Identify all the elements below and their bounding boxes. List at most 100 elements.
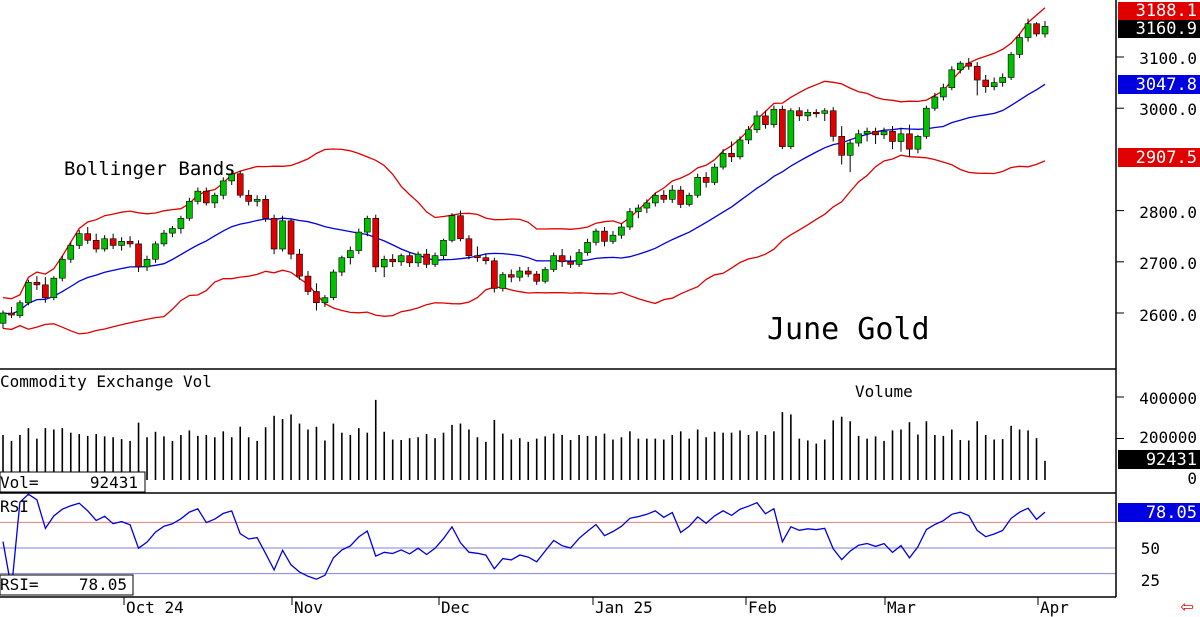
candle-body xyxy=(491,260,498,289)
rsi-line xyxy=(0,493,1116,590)
candle-body xyxy=(355,231,363,251)
candle-body xyxy=(143,258,151,268)
price-axis-labels: 2600.0 2700.0 2800.0 3000.0 3100.0 xyxy=(1139,49,1197,325)
candle-body xyxy=(363,217,371,233)
candle-body xyxy=(821,110,829,114)
volume-series-label: Volume xyxy=(855,382,913,401)
volume-readout-box xyxy=(0,471,146,493)
candle-body xyxy=(889,130,896,142)
candle-body xyxy=(770,108,778,125)
upper-band xyxy=(2,7,1046,300)
candle-body xyxy=(558,255,566,263)
candle-body xyxy=(533,273,541,282)
volume-panel-title: Commodity Exchange Vol xyxy=(0,372,212,391)
scroll-left-arrow-icon[interactable]: ⇦ xyxy=(1180,597,1194,616)
bollinger-bands-label: Bollinger Bands xyxy=(64,158,236,180)
volume-last-tag xyxy=(1118,450,1200,469)
x-tick-label: Oct 24 xyxy=(126,598,184,617)
candle-body xyxy=(601,230,608,242)
chart-title: June Gold xyxy=(767,312,930,347)
candle-body xyxy=(719,152,727,168)
candle-body xyxy=(829,110,837,137)
candle-body xyxy=(838,136,845,156)
candle-body xyxy=(745,129,752,141)
x-axis-labels: Oct 24 Nov Dec Jan 25 Feb Mar Apr xyxy=(126,598,1069,617)
candle-body xyxy=(296,253,303,277)
candle-body xyxy=(338,257,346,273)
candle-body xyxy=(135,243,142,268)
candle-body xyxy=(448,215,456,241)
candle-body xyxy=(219,180,227,196)
candle-body xyxy=(465,238,473,256)
candle-body xyxy=(677,189,685,205)
candle-body xyxy=(567,261,574,265)
candle-body xyxy=(668,189,676,200)
candle-body xyxy=(507,274,515,278)
candle-body xyxy=(499,274,507,289)
close-value: 3160.9 xyxy=(1136,19,1197,39)
rsi-readout-box xyxy=(0,574,134,596)
candle-body xyxy=(347,250,354,259)
candle-body xyxy=(118,241,125,246)
price-tick-label: 3000.0 xyxy=(1139,100,1197,119)
candle-body xyxy=(965,62,973,67)
candle-body xyxy=(592,230,600,243)
candle-body xyxy=(855,133,862,144)
candle-body xyxy=(796,110,803,117)
candle-body xyxy=(940,87,947,98)
candle-body xyxy=(1016,37,1023,55)
price-tick-label: 2700.0 xyxy=(1139,254,1197,273)
candle-body xyxy=(33,281,41,286)
candle-body xyxy=(626,211,634,228)
candle-body xyxy=(16,302,24,316)
candle-body xyxy=(228,173,236,182)
candle-body xyxy=(406,255,413,264)
candle-body xyxy=(846,142,854,156)
candle-body xyxy=(50,277,58,298)
volume-tick-label: 400000 xyxy=(1139,389,1197,408)
candle-body xyxy=(897,133,905,142)
candle-body xyxy=(440,239,447,256)
candle-body xyxy=(990,82,998,87)
volume-readout-label: Vol= xyxy=(0,473,39,492)
candle-body xyxy=(482,257,490,262)
candle-body xyxy=(872,130,879,136)
candlestick-series xyxy=(0,18,1049,329)
candle-body xyxy=(279,220,286,250)
candle-body xyxy=(1033,23,1040,35)
candle-body xyxy=(702,177,710,183)
candle-body xyxy=(931,96,939,109)
candle-body xyxy=(948,69,956,89)
mid-band-tag xyxy=(1118,75,1200,94)
candle-body xyxy=(304,275,312,292)
candle-body xyxy=(431,255,439,265)
candle-body xyxy=(101,238,108,250)
candle-body xyxy=(313,291,320,304)
candle-body xyxy=(203,190,210,204)
candle-body xyxy=(389,258,396,263)
candle-body xyxy=(211,194,219,204)
candle-body xyxy=(372,217,380,268)
x-tick-label: Dec xyxy=(441,598,470,617)
candle-body xyxy=(8,312,15,316)
low-band-value: 2907.5 xyxy=(1136,148,1197,168)
candle-body xyxy=(169,228,176,234)
candle-body xyxy=(880,130,888,136)
candle-body xyxy=(126,241,134,245)
candle-body xyxy=(1024,23,1032,38)
candle-body xyxy=(262,199,269,219)
candle-body xyxy=(194,190,202,202)
candle-body xyxy=(973,65,981,81)
volume-axis-labels: 400000 200000 0 92431 xyxy=(1118,389,1200,488)
candle-body xyxy=(643,202,651,209)
x-tick-label: Mar xyxy=(887,598,916,617)
candle-body xyxy=(753,115,761,131)
rsi-tick-label: 50 xyxy=(1141,539,1160,558)
volume-bars xyxy=(2,399,1046,480)
candle-body xyxy=(457,215,464,240)
price-tick-label: 2800.0 xyxy=(1139,203,1197,222)
middle-band xyxy=(2,83,1046,315)
candle-body xyxy=(0,312,7,324)
candle-body xyxy=(660,194,668,200)
